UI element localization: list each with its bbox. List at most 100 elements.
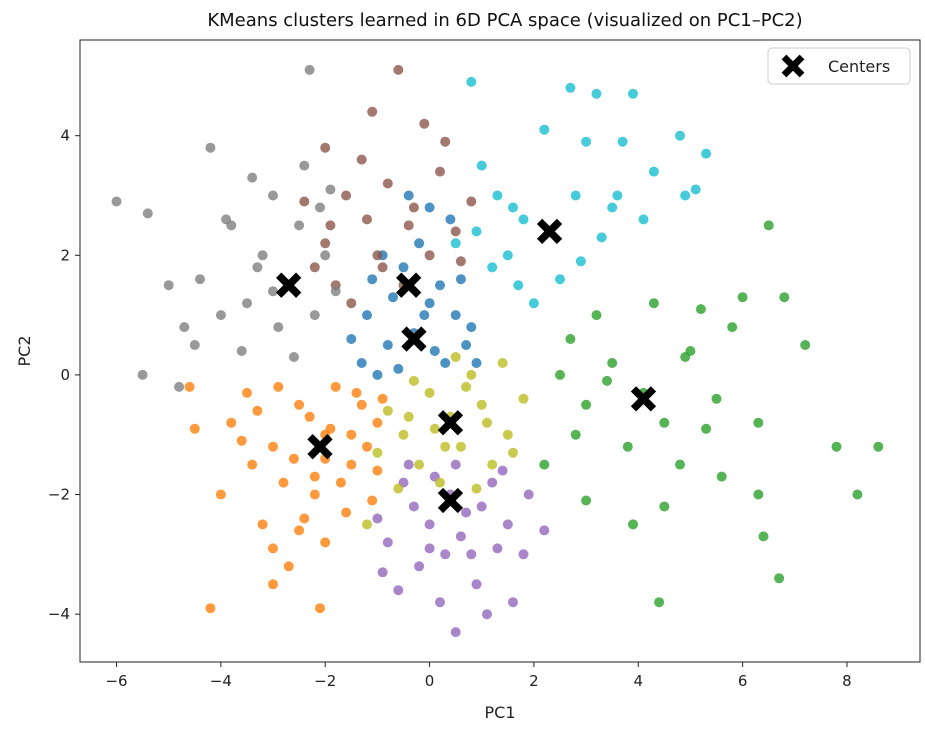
data-point-cluster-1-32 xyxy=(367,495,378,506)
data-point-cluster-1-36 xyxy=(189,423,200,434)
x-tick-label: 6 xyxy=(738,672,748,690)
data-point-cluster-2-16 xyxy=(455,531,466,542)
x-tick-label: −2 xyxy=(314,672,336,690)
data-point-cluster-2-28 xyxy=(377,567,388,578)
data-point-cluster-8-12 xyxy=(675,130,685,141)
data-point-cluster-8-10 xyxy=(591,88,602,99)
data-point-cluster-3-9 xyxy=(382,405,393,416)
data-point-cluster-7-35 xyxy=(565,334,576,344)
data-point-cluster-1-25 xyxy=(247,459,258,470)
data-point-cluster-8-15 xyxy=(680,190,691,201)
data-point-cluster-7-9 xyxy=(711,393,722,404)
data-point-cluster-4-15 xyxy=(367,274,378,285)
data-point-cluster-1-26 xyxy=(372,465,383,476)
data-point-cluster-6-14 xyxy=(142,208,153,219)
data-point-cluster-6-9 xyxy=(189,340,200,350)
x-tick-label: −6 xyxy=(105,672,127,690)
data-point-cluster-1-16 xyxy=(215,489,226,500)
chart-title: KMeans clusters learned in 6D PCA space … xyxy=(207,10,802,31)
data-point-cluster-6-13 xyxy=(111,196,122,207)
data-point-cluster-6-23 xyxy=(315,202,325,213)
data-point-cluster-6-28 xyxy=(174,381,185,392)
data-point-cluster-7-2 xyxy=(607,358,618,368)
center-marker-2 xyxy=(396,272,422,298)
data-point-cluster-3-2 xyxy=(424,387,435,398)
data-point-cluster-8-18 xyxy=(617,136,628,147)
data-point-cluster-7-24 xyxy=(774,573,785,584)
data-point-cluster-8-27 xyxy=(575,256,586,267)
data-point-cluster-7-17 xyxy=(800,340,811,350)
data-point-cluster-2-11 xyxy=(450,627,461,638)
data-point-cluster-3-22 xyxy=(461,381,472,392)
data-point-cluster-4-18 xyxy=(471,358,482,368)
data-point-cluster-1-24 xyxy=(299,513,310,524)
data-point-cluster-7-34 xyxy=(701,423,712,434)
data-point-cluster-6-16 xyxy=(137,369,148,380)
data-point-cluster-5-9 xyxy=(382,178,393,189)
data-point-cluster-8-21 xyxy=(450,238,461,249)
data-point-cluster-8-14 xyxy=(648,166,659,177)
data-point-cluster-4-22 xyxy=(461,340,472,350)
y-axis-title: PC2 xyxy=(15,336,34,367)
data-point-cluster-7-19 xyxy=(716,471,727,482)
data-point-cluster-1-30 xyxy=(236,435,247,446)
data-point-cluster-4-10 xyxy=(414,238,425,249)
legend-label-centers: Centers xyxy=(828,57,890,76)
data-point-cluster-3-7 xyxy=(466,369,477,380)
data-point-cluster-8-17 xyxy=(539,124,550,135)
data-point-cluster-1-37 xyxy=(268,579,278,590)
plot-frame xyxy=(79,39,921,663)
data-point-cluster-1-38 xyxy=(346,429,357,440)
data-point-cluster-5-11 xyxy=(435,166,445,177)
data-point-cluster-8-28 xyxy=(638,214,649,225)
data-point-cluster-1-27 xyxy=(283,561,294,572)
data-point-cluster-1-29 xyxy=(351,387,362,398)
data-point-cluster-1-9 xyxy=(330,381,341,392)
data-point-cluster-4-23 xyxy=(393,363,404,374)
data-point-cluster-8-6 xyxy=(518,214,529,225)
data-point-cluster-2-23 xyxy=(440,549,451,560)
data-point-cluster-2-15 xyxy=(408,501,419,512)
data-point-cluster-8-4 xyxy=(476,160,487,171)
data-point-cluster-2-27 xyxy=(523,489,534,500)
data-point-cluster-8-9 xyxy=(565,82,576,93)
data-point-cluster-6-25 xyxy=(221,214,232,225)
data-point-cluster-5-7 xyxy=(450,226,461,237)
data-point-cluster-1-4 xyxy=(346,459,357,470)
data-point-cluster-1-20 xyxy=(273,381,284,392)
data-point-cluster-5-5 xyxy=(408,202,419,213)
center-marker-5 xyxy=(630,386,657,412)
data-point-cluster-3-25 xyxy=(403,411,414,422)
data-point-cluster-1-33 xyxy=(252,405,263,416)
data-point-cluster-2-18 xyxy=(393,585,404,596)
data-point-cluster-3-24 xyxy=(440,441,451,452)
x-tick-label: −4 xyxy=(210,672,232,690)
data-point-cluster-1-6 xyxy=(242,387,252,398)
data-point-cluster-4-6 xyxy=(398,262,409,273)
data-point-cluster-6-30 xyxy=(247,172,258,183)
data-point-cluster-2-13 xyxy=(518,549,529,560)
data-point-cluster-4-24 xyxy=(424,202,435,213)
data-point-cluster-1-5 xyxy=(309,489,320,500)
data-point-cluster-1-23 xyxy=(335,477,346,488)
data-point-cluster-8-22 xyxy=(508,202,518,213)
data-point-cluster-2-10 xyxy=(435,597,445,608)
data-point-cluster-6-8 xyxy=(268,190,278,201)
data-point-cluster-4-7 xyxy=(440,358,451,368)
data-point-cluster-3-18 xyxy=(393,483,404,494)
data-point-cluster-7-6 xyxy=(622,441,633,452)
data-point-cluster-6-10 xyxy=(299,160,310,171)
data-point-cluster-6-2 xyxy=(257,250,268,261)
data-point-cluster-4-8 xyxy=(372,369,383,380)
y-tick-label: 4 xyxy=(60,127,70,145)
data-point-cluster-1-18 xyxy=(268,543,278,554)
data-point-cluster-4-21 xyxy=(356,358,367,368)
data-point-cluster-4-4 xyxy=(450,310,461,321)
data-point-cluster-3-5 xyxy=(455,441,466,452)
data-point-cluster-1-11 xyxy=(320,537,331,548)
data-point-cluster-2-14 xyxy=(471,579,482,590)
data-point-cluster-5-8 xyxy=(320,238,331,249)
data-point-cluster-3-8 xyxy=(502,429,513,440)
data-point-cluster-5-17 xyxy=(455,256,466,267)
